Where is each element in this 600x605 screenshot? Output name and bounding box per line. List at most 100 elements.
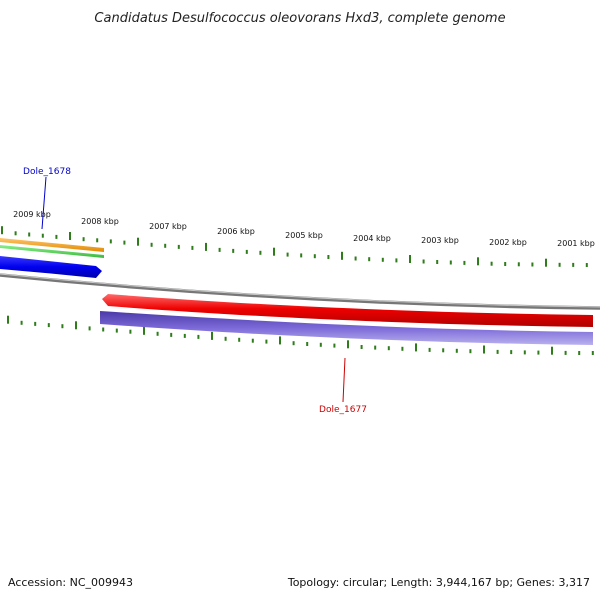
minor-tick (183, 333, 186, 338)
scale-label: 2009 kbp (13, 210, 51, 219)
green-feature-track[interactable] (0, 245, 104, 258)
minor-tick (319, 342, 322, 347)
major-tick (75, 321, 77, 330)
major-tick (551, 346, 553, 355)
minor-tick (34, 321, 37, 326)
minor-tick (102, 327, 105, 332)
minor-tick (517, 262, 520, 267)
scale-labels: 2009 kbp 2008 kbp 2007 kbp 2006 kbp 2005… (13, 210, 595, 248)
minor-tick (61, 324, 64, 329)
major-tick (483, 345, 485, 354)
gene-label-leader-dole-1677 (342, 357, 346, 403)
minor-tick (442, 348, 445, 353)
major-tick (143, 326, 145, 335)
minor-tick (401, 346, 404, 351)
major-tick (1, 226, 3, 235)
minor-tick (463, 260, 466, 265)
minor-tick (123, 240, 126, 245)
major-tick (409, 255, 411, 263)
minor-tick (578, 351, 581, 355)
minor-tick (28, 232, 31, 237)
minor-tick (313, 254, 316, 259)
scale-label: 2002 kbp (489, 238, 527, 247)
minor-tick (510, 350, 513, 355)
minor-tick (300, 253, 303, 258)
minor-tick (109, 239, 112, 244)
minor-tick (251, 338, 254, 343)
minor-tick (150, 242, 153, 247)
minor-tick (115, 328, 118, 333)
minor-tick (224, 336, 227, 341)
major-tick (279, 336, 281, 345)
minor-tick (82, 237, 85, 242)
minor-tick (591, 351, 594, 355)
minor-tick (469, 349, 472, 354)
minor-tick (245, 249, 248, 254)
major-tick (69, 232, 71, 240)
minor-tick (490, 261, 493, 266)
minor-tick (523, 350, 526, 355)
major-tick (415, 343, 417, 352)
purple-feature-track[interactable] (100, 311, 593, 345)
map-title: Candidatus Desulfococcus oleovorans Hxd3… (94, 11, 505, 26)
minor-tick (585, 263, 588, 267)
accession-text: Accession: NC_009943 (8, 576, 133, 589)
genome-summary-text: Topology: circular; Length: 3,944,167 bp… (287, 576, 590, 589)
major-tick (347, 340, 349, 349)
gene-label-leader-dole-1678 (41, 176, 47, 230)
gene-label-dole-1677[interactable]: Dole_1677 (319, 405, 367, 415)
minor-tick (88, 326, 91, 331)
minor-tick (368, 257, 371, 262)
major-tick (273, 247, 275, 256)
minor-tick (286, 252, 289, 257)
orange-feature-track[interactable] (0, 238, 104, 252)
minor-tick (259, 250, 262, 255)
gene-arrow-dole-1678[interactable] (0, 256, 102, 278)
minor-tick (129, 329, 132, 334)
minor-tick (504, 262, 507, 266)
minor-tick (558, 262, 561, 267)
minor-tick (265, 339, 268, 344)
minor-tick (55, 234, 58, 239)
gene-label-dole-1678[interactable]: Dole_1678 (23, 167, 71, 177)
major-tick (211, 331, 213, 340)
scale-label: 2007 kbp (149, 222, 187, 231)
scale-label: 2008 kbp (81, 217, 119, 226)
minor-tick (395, 258, 398, 263)
minor-tick (327, 255, 330, 259)
minor-tick (455, 348, 458, 353)
minor-tick (156, 331, 159, 336)
gene-arrow-dole-1677[interactable] (102, 294, 593, 327)
minor-tick (572, 262, 575, 267)
minor-tick (449, 260, 452, 265)
minor-tick (47, 323, 50, 328)
minor-tick (177, 244, 180, 249)
minor-tick (422, 259, 425, 264)
minor-tick (537, 350, 540, 355)
minor-tick (170, 332, 173, 337)
minor-tick (164, 243, 167, 248)
minor-tick (292, 341, 295, 346)
minor-tick (238, 337, 241, 342)
minor-tick (41, 233, 44, 238)
minor-tick (374, 345, 377, 350)
minor-tick (20, 320, 23, 325)
upper-scale-ticks (1, 226, 588, 267)
minor-tick (496, 349, 499, 354)
minor-tick (428, 347, 431, 352)
major-tick (137, 237, 139, 246)
scale-label: 2006 kbp (217, 227, 255, 236)
scale-label: 2004 kbp (353, 234, 391, 243)
major-tick (341, 251, 343, 260)
minor-tick (96, 238, 99, 243)
major-tick (477, 257, 479, 266)
minor-tick (360, 345, 363, 349)
minor-tick (387, 346, 390, 351)
major-tick (7, 315, 9, 324)
major-tick (545, 258, 547, 267)
scale-label: 2005 kbp (285, 231, 323, 240)
minor-tick (191, 245, 194, 250)
minor-tick (531, 262, 534, 267)
